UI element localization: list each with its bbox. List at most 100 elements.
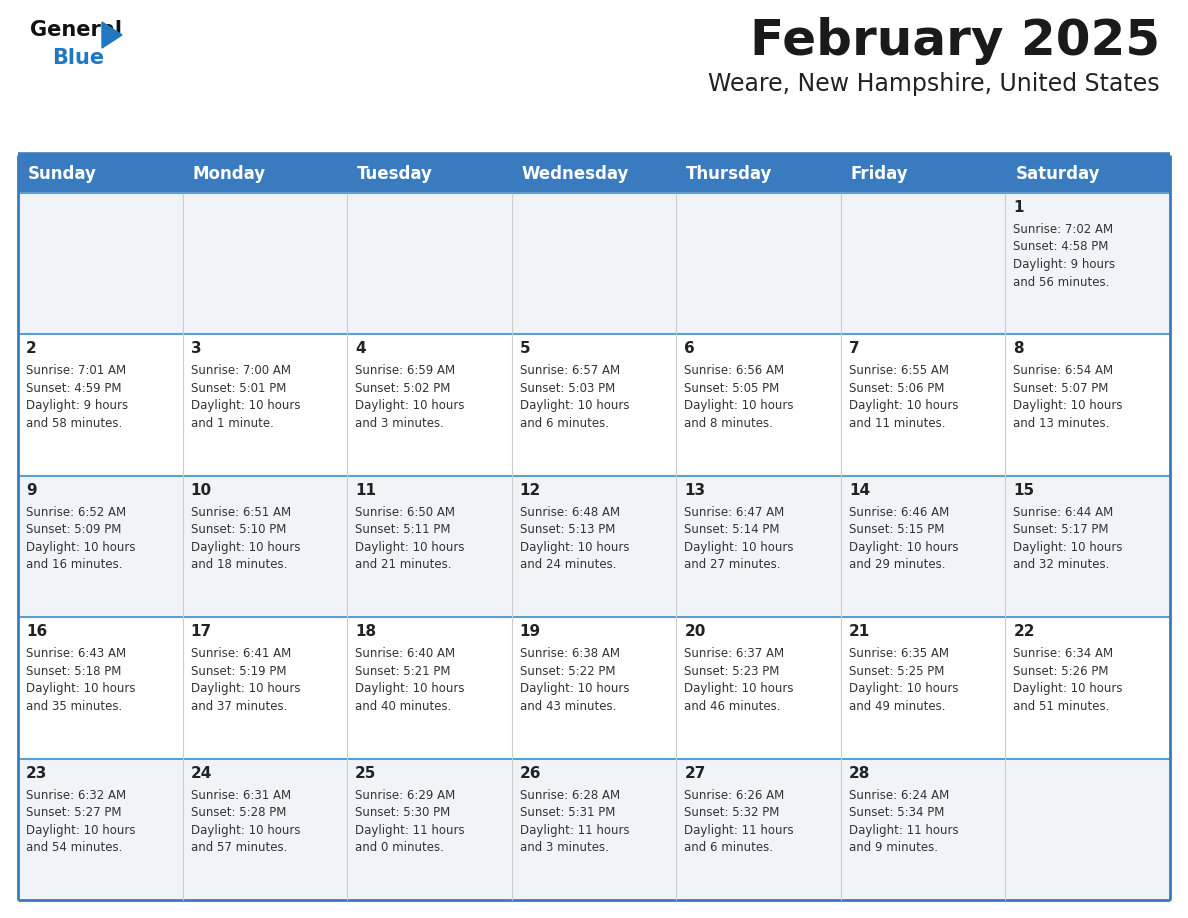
Text: February 2025: February 2025: [750, 17, 1159, 65]
Text: and 27 minutes.: and 27 minutes.: [684, 558, 781, 571]
Text: Sunset: 5:02 PM: Sunset: 5:02 PM: [355, 382, 450, 395]
Text: and 51 minutes.: and 51 minutes.: [1013, 700, 1110, 712]
Text: Sunset: 5:10 PM: Sunset: 5:10 PM: [190, 523, 286, 536]
Text: Daylight: 10 hours: Daylight: 10 hours: [190, 823, 301, 836]
Text: and 3 minutes.: and 3 minutes.: [519, 841, 608, 854]
Text: Sunset: 5:06 PM: Sunset: 5:06 PM: [849, 382, 944, 395]
Text: Friday: Friday: [851, 165, 909, 183]
Text: 25: 25: [355, 766, 377, 780]
Text: and 13 minutes.: and 13 minutes.: [1013, 417, 1110, 430]
Text: Sunset: 5:09 PM: Sunset: 5:09 PM: [26, 523, 121, 536]
Text: 13: 13: [684, 483, 706, 498]
Text: Daylight: 10 hours: Daylight: 10 hours: [519, 541, 630, 554]
Text: and 49 minutes.: and 49 minutes.: [849, 700, 946, 712]
Text: 17: 17: [190, 624, 211, 639]
Text: Sunset: 5:15 PM: Sunset: 5:15 PM: [849, 523, 944, 536]
Text: 8: 8: [1013, 341, 1024, 356]
Text: Daylight: 10 hours: Daylight: 10 hours: [26, 541, 135, 554]
Text: Daylight: 10 hours: Daylight: 10 hours: [1013, 541, 1123, 554]
Text: Daylight: 11 hours: Daylight: 11 hours: [684, 823, 794, 836]
Text: and 8 minutes.: and 8 minutes.: [684, 417, 773, 430]
Text: Sunrise: 6:37 AM: Sunrise: 6:37 AM: [684, 647, 784, 660]
Text: Sunset: 5:19 PM: Sunset: 5:19 PM: [190, 665, 286, 677]
Text: 15: 15: [1013, 483, 1035, 498]
Text: Thursday: Thursday: [687, 165, 772, 183]
Text: Sunset: 5:05 PM: Sunset: 5:05 PM: [684, 382, 779, 395]
Text: Sunrise: 7:01 AM: Sunrise: 7:01 AM: [26, 364, 126, 377]
Text: Sunrise: 6:51 AM: Sunrise: 6:51 AM: [190, 506, 291, 519]
Text: Sunset: 5:26 PM: Sunset: 5:26 PM: [1013, 665, 1108, 677]
Text: and 56 minutes.: and 56 minutes.: [1013, 275, 1110, 288]
Text: Sunrise: 6:32 AM: Sunrise: 6:32 AM: [26, 789, 126, 801]
Bar: [18, 476, 1170, 617]
Text: Sunrise: 6:50 AM: Sunrise: 6:50 AM: [355, 506, 455, 519]
Text: Sunrise: 6:48 AM: Sunrise: 6:48 AM: [519, 506, 620, 519]
Text: Daylight: 10 hours: Daylight: 10 hours: [355, 682, 465, 695]
Text: Sunset: 5:25 PM: Sunset: 5:25 PM: [849, 665, 944, 677]
Text: and 24 minutes.: and 24 minutes.: [519, 558, 617, 571]
Text: Daylight: 10 hours: Daylight: 10 hours: [684, 541, 794, 554]
Text: Daylight: 11 hours: Daylight: 11 hours: [355, 823, 465, 836]
Text: 3: 3: [190, 341, 201, 356]
Text: Sunset: 5:03 PM: Sunset: 5:03 PM: [519, 382, 615, 395]
Text: Sunrise: 7:00 AM: Sunrise: 7:00 AM: [190, 364, 291, 377]
Text: Sunday: Sunday: [29, 165, 97, 183]
Text: Sunrise: 7:02 AM: Sunrise: 7:02 AM: [1013, 223, 1113, 236]
Text: Daylight: 10 hours: Daylight: 10 hours: [849, 541, 959, 554]
Text: Sunrise: 6:56 AM: Sunrise: 6:56 AM: [684, 364, 784, 377]
Text: and 54 minutes.: and 54 minutes.: [26, 841, 122, 854]
Text: Sunset: 4:58 PM: Sunset: 4:58 PM: [1013, 241, 1108, 253]
Text: Sunset: 4:59 PM: Sunset: 4:59 PM: [26, 382, 121, 395]
Text: Tuesday: Tuesday: [358, 165, 432, 183]
Text: 7: 7: [849, 341, 859, 356]
Text: Sunset: 5:32 PM: Sunset: 5:32 PM: [684, 806, 779, 819]
Text: 18: 18: [355, 624, 377, 639]
Text: Sunset: 5:07 PM: Sunset: 5:07 PM: [1013, 382, 1108, 395]
Text: Sunrise: 6:57 AM: Sunrise: 6:57 AM: [519, 364, 620, 377]
Bar: [18, 155, 1170, 193]
Text: Weare, New Hampshire, United States: Weare, New Hampshire, United States: [708, 72, 1159, 96]
Text: Daylight: 10 hours: Daylight: 10 hours: [684, 682, 794, 695]
Text: 24: 24: [190, 766, 211, 780]
Text: 19: 19: [519, 624, 541, 639]
Text: 12: 12: [519, 483, 541, 498]
Text: Sunrise: 6:31 AM: Sunrise: 6:31 AM: [190, 789, 291, 801]
Text: Sunrise: 6:47 AM: Sunrise: 6:47 AM: [684, 506, 784, 519]
Text: and 1 minute.: and 1 minute.: [190, 417, 273, 430]
Text: and 6 minutes.: and 6 minutes.: [519, 417, 608, 430]
Text: Sunset: 5:14 PM: Sunset: 5:14 PM: [684, 523, 779, 536]
Text: 10: 10: [190, 483, 211, 498]
Text: 11: 11: [355, 483, 377, 498]
Text: 14: 14: [849, 483, 870, 498]
Text: 21: 21: [849, 624, 870, 639]
Text: and 11 minutes.: and 11 minutes.: [849, 417, 946, 430]
Bar: [18, 334, 1170, 476]
Text: Sunset: 5:17 PM: Sunset: 5:17 PM: [1013, 523, 1108, 536]
Text: Daylight: 10 hours: Daylight: 10 hours: [355, 399, 465, 412]
Text: Sunset: 5:30 PM: Sunset: 5:30 PM: [355, 806, 450, 819]
Bar: [18, 617, 1170, 758]
Bar: [18, 193, 1170, 334]
Text: 20: 20: [684, 624, 706, 639]
Text: 1: 1: [1013, 200, 1024, 215]
Text: Daylight: 10 hours: Daylight: 10 hours: [26, 682, 135, 695]
Text: Sunset: 5:31 PM: Sunset: 5:31 PM: [519, 806, 615, 819]
Text: Sunrise: 6:55 AM: Sunrise: 6:55 AM: [849, 364, 949, 377]
Polygon shape: [102, 22, 122, 48]
Text: Daylight: 10 hours: Daylight: 10 hours: [849, 399, 959, 412]
Text: Daylight: 10 hours: Daylight: 10 hours: [519, 682, 630, 695]
Text: Sunrise: 6:59 AM: Sunrise: 6:59 AM: [355, 364, 455, 377]
Text: 2: 2: [26, 341, 37, 356]
Text: Monday: Monday: [192, 165, 266, 183]
Text: 28: 28: [849, 766, 871, 780]
Text: and 58 minutes.: and 58 minutes.: [26, 417, 122, 430]
Text: Daylight: 11 hours: Daylight: 11 hours: [849, 823, 959, 836]
Text: General: General: [30, 20, 122, 40]
Bar: [18, 758, 1170, 900]
Text: Sunset: 5:34 PM: Sunset: 5:34 PM: [849, 806, 944, 819]
Text: and 35 minutes.: and 35 minutes.: [26, 700, 122, 712]
Text: Sunrise: 6:54 AM: Sunrise: 6:54 AM: [1013, 364, 1113, 377]
Text: Daylight: 10 hours: Daylight: 10 hours: [190, 682, 301, 695]
Text: and 46 minutes.: and 46 minutes.: [684, 700, 781, 712]
Text: and 37 minutes.: and 37 minutes.: [190, 700, 287, 712]
